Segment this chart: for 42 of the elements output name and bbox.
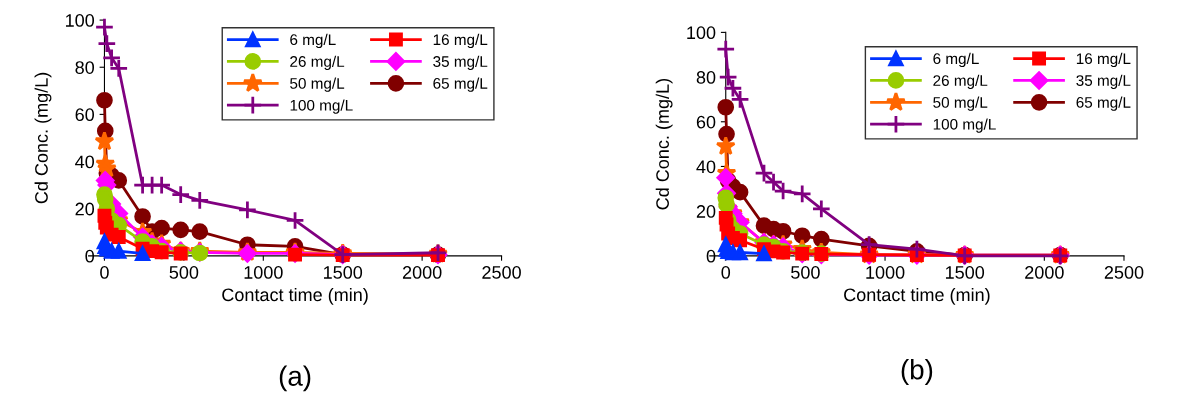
y-tick-label: 100: [65, 14, 95, 27]
y-tick-label: 40: [75, 155, 95, 169]
y-tick-label: 20: [75, 202, 95, 216]
y-tick-label: 80: [696, 71, 716, 84]
y-tick-label: 100: [687, 26, 716, 40]
x-tick-label: 2000: [402, 266, 442, 279]
x-axis-title: Contact time (min): [222, 287, 368, 305]
legend-label: 6 mg/L: [290, 33, 336, 49]
y-tick-label: 40: [696, 160, 716, 174]
x-tick-label: 500: [791, 266, 820, 279]
legend-label: 6 mg/L: [933, 52, 979, 68]
x-tick-label: 500: [169, 266, 199, 279]
legend-label: 50 mg/L: [290, 77, 345, 92]
y-tick-label: 60: [696, 115, 716, 129]
x-tick-label: 1500: [324, 266, 363, 279]
y-axis-title: Cd Conc. (mg/L): [34, 72, 52, 204]
legend-label: 16 mg/L: [1076, 52, 1131, 68]
y-tick-label: 80: [75, 61, 95, 74]
y-tick-label: 60: [75, 108, 95, 122]
x-tick-label: 2500: [482, 266, 521, 279]
legend-label: 35 mg/L: [1076, 74, 1131, 89]
legend-label: 65 mg/L: [1076, 96, 1131, 111]
legend-label: 100 mg/L: [933, 118, 996, 133]
x-tick-label: 1000: [244, 266, 283, 279]
legend-label: 35 mg/L: [433, 55, 488, 70]
legend-label: 26 mg/L: [933, 74, 988, 89]
x-tick-label: 0: [100, 266, 109, 279]
legend-label: 16 mg/L: [433, 33, 488, 49]
legend-label: 50 mg/L: [933, 96, 988, 111]
text: (b): [901, 359, 933, 385]
x-tick-label: 1000: [866, 266, 905, 279]
x-tick-label: 0: [721, 266, 731, 279]
x-tick-label: 2000: [1025, 266, 1064, 279]
x-tick-label: 1500: [945, 266, 985, 279]
y-tick-label: 20: [696, 205, 716, 218]
legend-label: 26 mg/L: [290, 55, 345, 70]
y-axis-title: Cd Conc. (mg/L): [655, 79, 673, 210]
legend-label: 65 mg/L: [433, 77, 488, 92]
legend-label: 100 mg/L: [290, 99, 353, 114]
x-tick-label: 2500: [1104, 266, 1144, 279]
x-axis-title: Contact time (min): [844, 287, 990, 305]
text: (a): [279, 365, 311, 392]
